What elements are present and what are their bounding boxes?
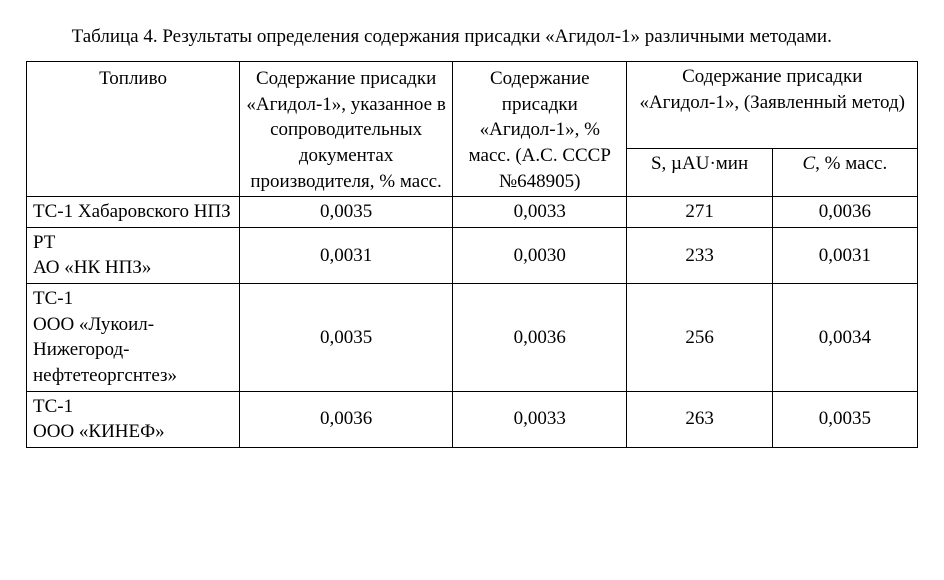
table-caption: Таблица 4. Результаты определения содерж… [26, 18, 918, 57]
cell-doc: 0,0031 [240, 227, 453, 283]
table-row: ТС-1 Хабаровского НПЗ 0,0035 0,0033 271 … [27, 197, 918, 228]
cell-ac: 0,0036 [453, 284, 627, 392]
cell-s: 256 [627, 284, 772, 392]
cell-doc: 0,0036 [240, 391, 453, 447]
table-body: ТС-1 Хабаровского НПЗ 0,0035 0,0033 271 … [27, 197, 918, 448]
header-s: S, µAU·мин [627, 149, 772, 197]
results-table: Топливо Содержание присадки «Агидол-1», … [26, 61, 918, 448]
cell-c: 0,0035 [772, 391, 917, 447]
header-declared-method: Содержание присадки «Агидол-1», (Заявлен… [627, 61, 918, 149]
cell-s: 271 [627, 197, 772, 228]
cell-fuel: ТС-1ООО «Лукоил-Нижегород-нефтетеоргснте… [27, 284, 240, 392]
table-row: ТС-1ООО «КИНЕФ» 0,0036 0,0033 263 0,0035 [27, 391, 918, 447]
cell-doc: 0,0035 [240, 284, 453, 392]
cell-c: 0,0031 [772, 227, 917, 283]
cell-doc: 0,0035 [240, 197, 453, 228]
cell-fuel: ТС-1 Хабаровского НПЗ [27, 197, 240, 228]
cell-fuel: РТАО «НК НПЗ» [27, 227, 240, 283]
header-c-symbol: C [802, 153, 815, 174]
table-row: РТАО «НК НПЗ» 0,0031 0,0030 233 0,0031 [27, 227, 918, 283]
cell-ac: 0,0033 [453, 391, 627, 447]
header-c-unit: , % масс. [815, 153, 887, 174]
table-row: ТС-1ООО «Лукоил-Нижегород-нефтетеоргснте… [27, 284, 918, 392]
cell-c: 0,0036 [772, 197, 917, 228]
header-c: C, % масс. [772, 149, 917, 197]
cell-s: 263 [627, 391, 772, 447]
header-ac-content: Содержание присадки «Агидол-1», % масс. … [453, 61, 627, 196]
cell-s: 233 [627, 227, 772, 283]
cell-ac: 0,0033 [453, 197, 627, 228]
cell-ac: 0,0030 [453, 227, 627, 283]
header-doc-content: Содержание присадки «Агидол-1», указанно… [240, 61, 453, 196]
header-fuel: Топливо [27, 61, 240, 196]
cell-fuel: ТС-1ООО «КИНЕФ» [27, 391, 240, 447]
cell-c: 0,0034 [772, 284, 917, 392]
